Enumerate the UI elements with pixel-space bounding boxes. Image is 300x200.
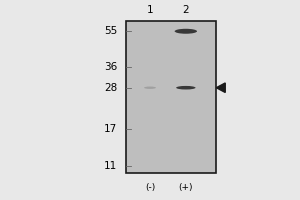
Bar	[126, 21, 216, 173]
Ellipse shape	[144, 87, 156, 89]
Ellipse shape	[175, 29, 197, 34]
Polygon shape	[216, 83, 225, 92]
Text: 1: 1	[147, 5, 153, 15]
Text: 2: 2	[182, 5, 189, 15]
Text: 55: 55	[104, 26, 117, 36]
Text: 11: 11	[104, 161, 117, 171]
Text: 28: 28	[104, 83, 117, 93]
Text: 36: 36	[104, 62, 117, 72]
Text: (+): (+)	[178, 183, 193, 192]
Text: 17: 17	[104, 124, 117, 134]
Ellipse shape	[176, 86, 196, 90]
Text: (-): (-)	[145, 183, 155, 192]
